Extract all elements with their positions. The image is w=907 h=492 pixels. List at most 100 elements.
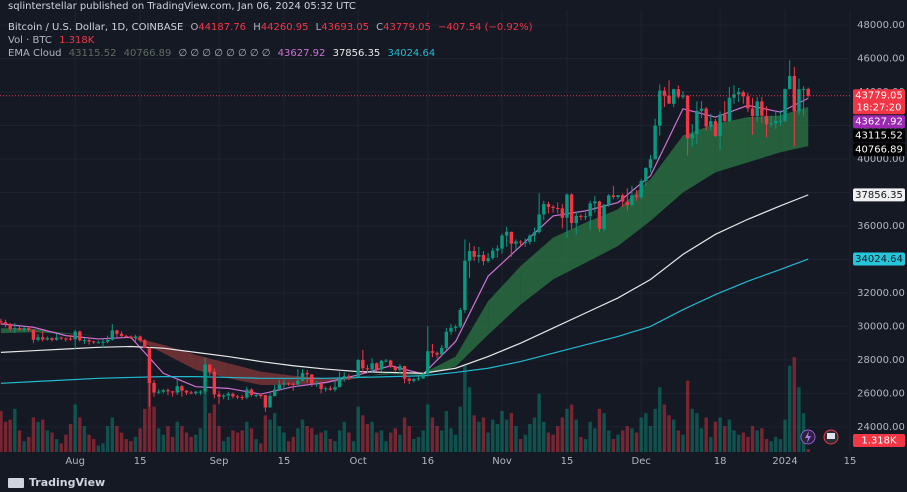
candle-body (509, 231, 513, 244)
candle-body (347, 376, 351, 379)
symbol-legend: Bitcoin / U.S. Dollar, 1D, COINBASE O441… (8, 22, 537, 33)
candle-body (277, 384, 282, 390)
volume-bar (453, 434, 458, 452)
volume-bar (685, 380, 690, 452)
price-badge (853, 252, 905, 266)
volume-bar (305, 426, 309, 452)
volume-bar (783, 419, 787, 452)
candle-body (0, 321, 3, 323)
candle-body (620, 195, 625, 202)
volume-bar (560, 417, 565, 452)
price-badge-label: 37856.35 (855, 190, 903, 201)
y-tick-label: 40000.00 (857, 154, 905, 165)
candle-body (565, 194, 569, 218)
volume-bar (388, 432, 393, 452)
ema-line-value: 43627.92 (277, 48, 326, 59)
volume-bar (625, 426, 629, 452)
volume-bar (240, 430, 244, 452)
plot (0, 60, 850, 452)
volume-bar (681, 434, 685, 452)
volume-bar (152, 406, 156, 452)
ema-cloud (520, 237, 554, 305)
flag-shape (827, 433, 835, 439)
volume-bar (324, 430, 328, 452)
candle-body (13, 328, 17, 330)
volume-bar (546, 432, 551, 452)
candle-body (440, 347, 444, 355)
candle-body (398, 366, 402, 371)
candle-body (240, 397, 244, 399)
candle-body (750, 108, 755, 116)
candle-body (105, 339, 110, 342)
candle-body (87, 340, 91, 342)
change: −407.54 (−0.92%) (438, 22, 533, 33)
y-tick-label: 32000.00 (857, 288, 905, 299)
candle-body (8, 323, 12, 329)
volume-bar (59, 443, 63, 452)
volume-bar (477, 421, 481, 452)
candle-body (718, 114, 722, 137)
volume-bar (333, 441, 337, 452)
candle-body (792, 75, 797, 112)
candle-body (514, 241, 518, 244)
volume-bar (68, 423, 73, 452)
volume-bar (263, 415, 268, 452)
ohlc-high: H44260.95 (253, 22, 308, 33)
ema-cloud (682, 123, 716, 193)
volume-bar (704, 417, 708, 452)
volume-bar (607, 430, 611, 452)
ema-cloud (488, 266, 521, 335)
candle-body (662, 90, 667, 96)
volume-bar (314, 434, 319, 452)
volume-bar (92, 439, 96, 452)
volume-bar (699, 428, 704, 452)
candle-body (602, 204, 606, 229)
volume-bar (31, 417, 36, 452)
volume-bar (54, 439, 59, 452)
candle-body (648, 159, 653, 168)
volume-bar (416, 436, 421, 452)
candle-body (50, 338, 54, 340)
y-tick-label: 30000.00 (857, 321, 905, 332)
price-badge (853, 115, 905, 129)
volume-bar (277, 426, 282, 452)
volume-bar (184, 432, 189, 452)
candle-body (203, 364, 207, 392)
x-tick-label: 16 (421, 456, 434, 467)
candle-body (282, 383, 286, 385)
ema-cloud (553, 222, 586, 280)
y-tick-label: 36000.00 (857, 221, 905, 232)
h-label: H (253, 22, 261, 33)
volume-bar (467, 387, 472, 452)
volume-bar (778, 439, 783, 452)
volume-bar (40, 419, 45, 452)
candle-body (92, 341, 96, 343)
volume-bar (504, 419, 509, 452)
candle-body (695, 110, 699, 135)
candle-body (778, 120, 783, 122)
candle-body (152, 382, 156, 393)
candle-body (416, 378, 421, 380)
candle-body (115, 330, 119, 334)
candle-body (268, 396, 272, 408)
candle-body (286, 383, 291, 385)
volume-bar (620, 430, 625, 452)
volume-bar (523, 434, 527, 452)
ema-title: EMA Cloud (8, 48, 62, 59)
logo-text: TradingView (29, 476, 106, 489)
candle-body (760, 101, 764, 116)
volume-bar (676, 430, 681, 452)
candle-body (787, 75, 792, 90)
candle-body (532, 232, 537, 236)
volume-title: Vol · BTC (8, 35, 52, 46)
volume-bar (518, 439, 523, 452)
volume-bar (639, 417, 643, 452)
volume-bar (166, 426, 170, 452)
candle-body (769, 123, 773, 125)
volume-bar (78, 417, 82, 452)
candle-body (500, 235, 504, 249)
logo[interactable]: TradingView (8, 476, 105, 489)
candle-body (166, 390, 170, 392)
ema-cloud (585, 209, 619, 263)
volume-bar (630, 428, 634, 452)
